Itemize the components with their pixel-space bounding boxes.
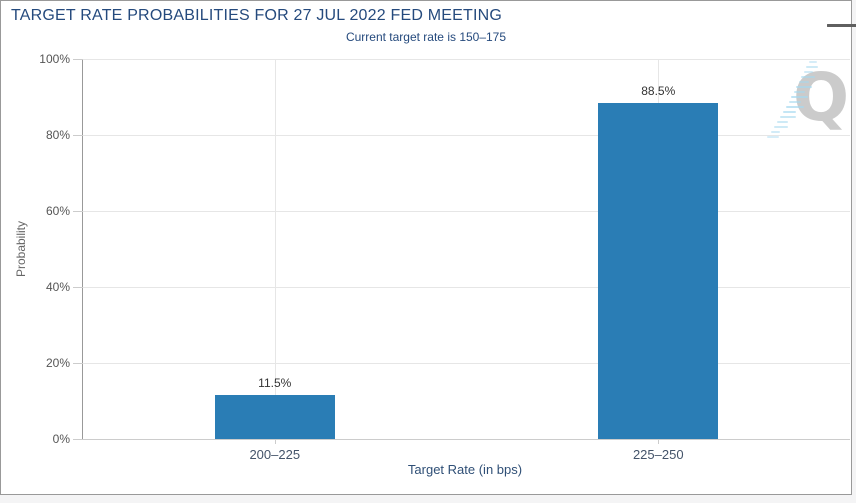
y-gridline — [83, 59, 850, 60]
x-axis-title: Target Rate (in bps) — [407, 462, 523, 477]
y-tick-mark — [73, 287, 83, 288]
chart-subtitle: Current target rate is 150–175 — [345, 30, 507, 44]
probability-bar[interactable] — [214, 395, 335, 439]
x-gridline — [274, 59, 276, 439]
y-tick-label: 40% — [45, 280, 70, 294]
y-axis-title: Probability — [14, 220, 28, 278]
y-tick-label: 20% — [45, 356, 70, 370]
y-tick-label: 60% — [45, 204, 70, 218]
y-gridline — [83, 211, 850, 212]
y-gridline — [83, 363, 850, 364]
y-tick-mark — [73, 439, 83, 440]
y-tick-label: 100% — [39, 52, 70, 66]
plot-area: 0% 20% 40% 60% 80% 100% 11.5% 200–225 88.5% 225–2… — [39, 52, 850, 462]
y-tick-mark — [73, 135, 83, 136]
x-tick-mark — [274, 439, 276, 444]
x-category-label: 200–225 — [249, 447, 301, 462]
y-tick-mark — [73, 59, 83, 60]
chart-title: TARGET RATE PROBABILITIES FOR 27 JUL 202… — [11, 7, 503, 24]
y-tick-mark — [73, 363, 83, 364]
y-tick-label: 80% — [45, 128, 70, 142]
bar-value-label: 88.5% — [641, 83, 676, 98]
y-gridline — [83, 287, 850, 288]
probability-bar[interactable] — [598, 102, 719, 439]
y-gridline — [83, 135, 850, 136]
hamburger-icon[interactable] — [827, 13, 856, 30]
x-tick-mark — [658, 439, 660, 444]
y-tick-label: 0% — [52, 432, 70, 446]
y-tick-mark — [73, 211, 83, 212]
bar-value-label: 11.5% — [258, 376, 292, 391]
hamburger-bar — [827, 24, 856, 27]
x-category-label: 225–250 — [632, 447, 684, 462]
